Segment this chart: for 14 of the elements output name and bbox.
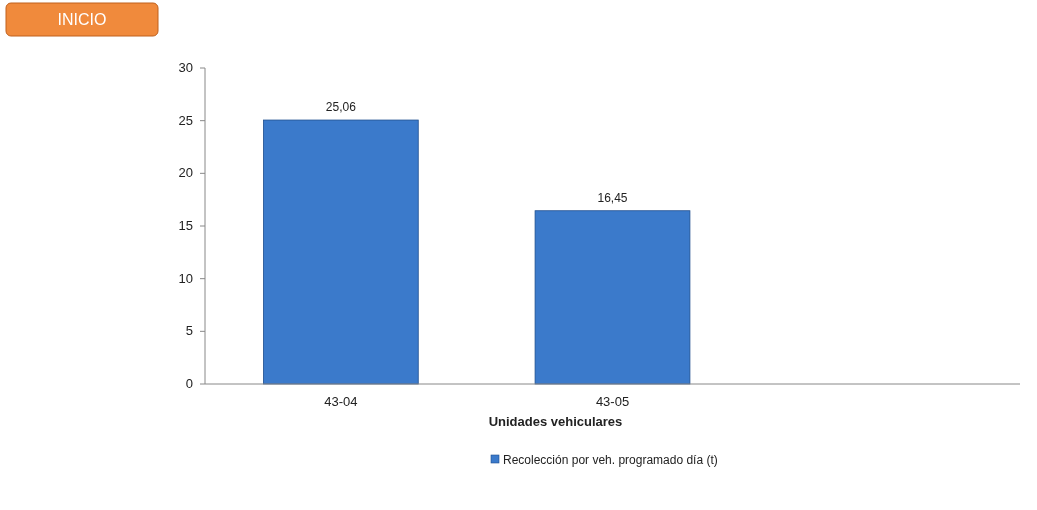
y-tick-label: 0 bbox=[185, 376, 193, 391]
text: 25,06 bbox=[325, 100, 356, 115]
y-tick-label: 5 bbox=[185, 323, 193, 339]
text: 16,45 bbox=[597, 190, 628, 205]
y-tick-label: 20 bbox=[178, 165, 193, 181]
y-tick-label: 15 bbox=[178, 218, 193, 233]
y-tick-label: 25 bbox=[178, 112, 193, 128]
y-tick-label: 30 bbox=[178, 60, 193, 75]
x-tick-label: 43-05 bbox=[595, 394, 630, 409]
text: INICIO bbox=[57, 11, 107, 28]
legend-label: Recolección por veh. programado día (t) bbox=[503, 453, 718, 467]
x-axis-title: Unidades vehiculares bbox=[488, 414, 623, 429]
x-tick-label: 43-04 bbox=[324, 394, 358, 409]
y-tick-label: 10 bbox=[178, 270, 193, 286]
